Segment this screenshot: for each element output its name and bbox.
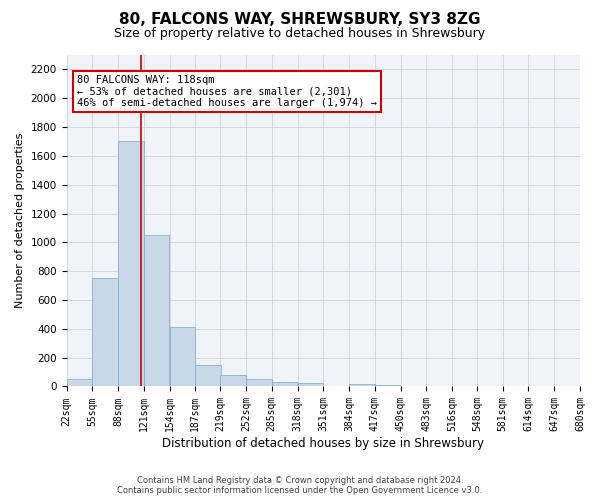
Y-axis label: Number of detached properties: Number of detached properties	[15, 133, 25, 308]
Bar	[220, 375, 246, 386]
Bar	[118, 142, 143, 386]
Bar	[349, 384, 374, 386]
Bar	[67, 380, 92, 386]
Bar	[196, 365, 221, 386]
Bar	[92, 278, 118, 386]
Bar	[246, 380, 272, 386]
Bar	[375, 385, 400, 386]
Bar	[170, 326, 195, 386]
Text: 80 FALCONS WAY: 118sqm
← 53% of detached houses are smaller (2,301)
46% of semi-: 80 FALCONS WAY: 118sqm ← 53% of detached…	[77, 75, 377, 108]
Bar	[272, 382, 298, 386]
Bar	[144, 235, 169, 386]
Text: 80, FALCONS WAY, SHREWSBURY, SY3 8ZG: 80, FALCONS WAY, SHREWSBURY, SY3 8ZG	[119, 12, 481, 28]
Text: Size of property relative to detached houses in Shrewsbury: Size of property relative to detached ho…	[115, 28, 485, 40]
Text: Contains HM Land Registry data © Crown copyright and database right 2024.
Contai: Contains HM Land Registry data © Crown c…	[118, 476, 482, 495]
X-axis label: Distribution of detached houses by size in Shrewsbury: Distribution of detached houses by size …	[162, 437, 484, 450]
Bar	[298, 383, 323, 386]
